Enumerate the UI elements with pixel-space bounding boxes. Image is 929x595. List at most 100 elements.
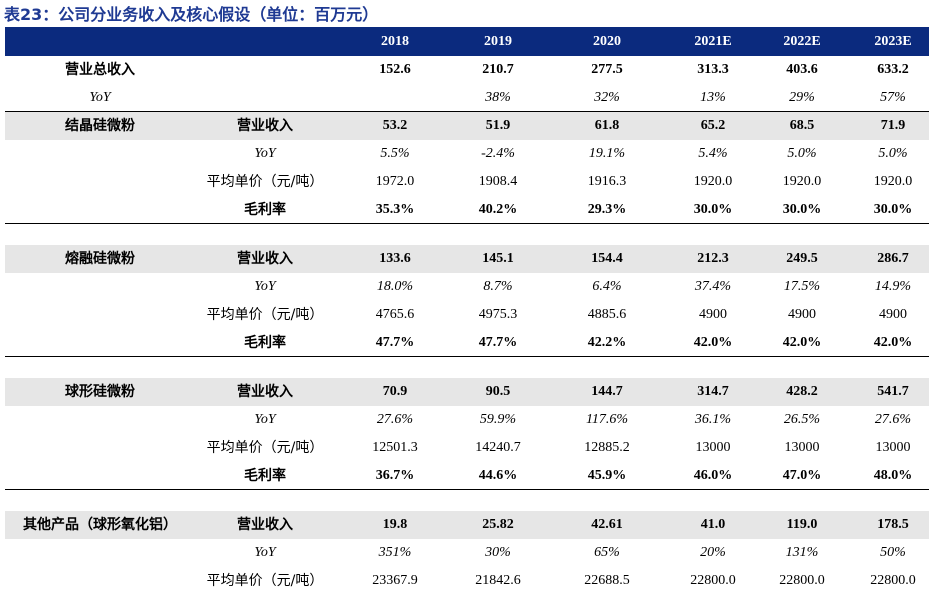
value-cell-2020: 1916.3 bbox=[587, 174, 627, 189]
value-cell-2021e: 65.2 bbox=[700, 118, 726, 133]
value-cell-2018: 47.7% bbox=[375, 335, 415, 350]
col-header-2019: 2019 bbox=[484, 34, 512, 49]
metric-label: YoY bbox=[254, 412, 276, 427]
value-cell-2021e: 30.0% bbox=[693, 202, 733, 217]
row-segment-3-2: 平均单价（元/吨） 23367.9 21842.6 22688.5 22800.0 228… bbox=[5, 567, 929, 595]
value-cell-2018: 23367.9 bbox=[372, 573, 418, 588]
metric-label: 毛利率 bbox=[244, 335, 286, 351]
value-cell-2021e: 42.0% bbox=[693, 335, 733, 350]
value-cell-2023e: 14.9% bbox=[874, 279, 912, 294]
value-cell-2018: 4765.6 bbox=[375, 307, 415, 322]
value-cell-2022e: 13000 bbox=[784, 440, 820, 455]
value-cell-2023e: 30.0% bbox=[873, 202, 913, 217]
value-cell-2018: 27.6% bbox=[376, 412, 414, 427]
value-cell-2022e: 22800.0 bbox=[779, 573, 825, 588]
value-cell-2021e: 212.3 bbox=[697, 251, 729, 266]
value-cell-2018: 133.6 bbox=[379, 251, 411, 266]
value-cell-2021e: 46.0% bbox=[693, 468, 733, 483]
value-cell-2019: 210.7 bbox=[482, 62, 514, 77]
value-cell-2023e: 50% bbox=[880, 545, 906, 560]
value-cell-2018: 53.2 bbox=[382, 118, 408, 133]
value-cell-2019: 90.5 bbox=[485, 384, 511, 399]
value-cell-2022e: 4900 bbox=[788, 307, 816, 322]
value-cell-2022e: 17.5% bbox=[783, 279, 821, 294]
row-segment-2-2: 平均单价（元/吨） 12501.3 14240.7 12885.2 13000 13000… bbox=[5, 434, 929, 462]
value-cell-2023e: 541.7 bbox=[877, 384, 909, 399]
value-cell-2023e: 71.9 bbox=[880, 118, 906, 133]
value-cell-2018: 12501.3 bbox=[372, 440, 418, 455]
segment-name: 结晶硅微粉 bbox=[65, 118, 135, 134]
metric-label: YoY bbox=[254, 146, 276, 161]
value-cell-2018: 351% bbox=[378, 545, 412, 560]
value-cell-2018: 18.0% bbox=[376, 279, 414, 294]
metric-label: 营业收入 bbox=[237, 517, 293, 533]
value-cell-2020: 154.4 bbox=[591, 251, 623, 266]
value-cell-2019: 4975.3 bbox=[478, 307, 518, 322]
value-cell-2023e: 633.2 bbox=[877, 62, 909, 77]
value-cell-2020: 6.4% bbox=[592, 279, 622, 294]
table-title: 表23：公司分业务收入及核心假设（单位：百万元） bbox=[4, 5, 379, 24]
value-cell-2022e: 428.2 bbox=[786, 384, 818, 399]
total-revenue-label: 营业总收入 bbox=[65, 62, 135, 78]
value-cell-2023e: 286.7 bbox=[877, 251, 909, 266]
value-cell-2022e: 26.5% bbox=[783, 412, 821, 427]
value-cell-2023e: 4900 bbox=[879, 307, 907, 322]
row-segment-2-0: 球形硅微粉 营业收入 70.9 90.5 144.7 314.7 428.2 541.7 bbox=[5, 378, 929, 406]
row-segment-1-0: 熔融硅微粉 营业收入 133.6 145.1 154.4 212.3 249.5 286.7 bbox=[5, 245, 929, 273]
metric-label: 营业收入 bbox=[237, 384, 293, 400]
row-segment-3-0: 其他产品（球形氧化铝） 营业收入 19.8 25.82 42.61 41.0 119.0 17… bbox=[5, 511, 929, 539]
value-cell-2022e: 119.0 bbox=[786, 517, 818, 532]
value-cell-2022e: 5.0% bbox=[787, 146, 817, 161]
value-cell-2019: 40.2% bbox=[478, 202, 518, 217]
value-cell-2018: 36.7% bbox=[375, 468, 415, 483]
metric-label: YoY bbox=[254, 545, 276, 560]
value-cell-2019: 51.9 bbox=[485, 118, 511, 133]
value-cell-2020: 144.7 bbox=[591, 384, 623, 399]
value-cell-2020: 117.6% bbox=[585, 412, 629, 427]
value-cell-2023e: 27.6% bbox=[874, 412, 912, 427]
value-cell-2021e: 1920.0 bbox=[693, 174, 733, 189]
value-cell-2020: 4885.6 bbox=[587, 307, 627, 322]
segment-name: 熔融硅微粉 bbox=[65, 251, 135, 267]
value-cell-2022e: 47.0% bbox=[782, 468, 822, 483]
value-cell-2021e: 36.1% bbox=[694, 412, 732, 427]
value-cell-2022e: 1920.0 bbox=[782, 174, 822, 189]
metric-label: 平均单价（元/吨） bbox=[206, 307, 324, 323]
metric-label: YoY bbox=[254, 279, 276, 294]
metric-label: 平均单价（元/吨） bbox=[206, 440, 324, 456]
value-cell-2020: 45.9% bbox=[587, 468, 627, 483]
value-cell-2020: 42.61 bbox=[591, 517, 623, 532]
value-cell-2021e: 313.3 bbox=[697, 62, 729, 77]
segment-name: 球形硅微粉 bbox=[65, 384, 135, 400]
value-cell-2018: 5.5% bbox=[380, 146, 410, 161]
col-header-2021e: 2021E bbox=[694, 34, 732, 49]
value-cell-2022e: 249.5 bbox=[786, 251, 818, 266]
row-segment-2-1: YoY 27.6% 59.9% 117.6% 36.1% 26.5% 27.6% bbox=[5, 406, 929, 434]
metric-label: 毛利率 bbox=[244, 468, 286, 484]
metric-label: 平均单价（元/吨） bbox=[206, 573, 324, 589]
metric-label: 平均单价（元/吨） bbox=[206, 174, 324, 190]
table-header: 2018 2019 2020 2021E 2022E 2023E bbox=[5, 27, 929, 56]
value-cell-2021e: 41.0 bbox=[700, 517, 726, 532]
value-cell-2019: 59.9% bbox=[479, 412, 517, 427]
value-cell-2021e: 4900 bbox=[699, 307, 727, 322]
value-cell-2022e: 403.6 bbox=[786, 62, 818, 77]
value-cell-2018: 70.9 bbox=[382, 384, 408, 399]
value-cell-2019: 8.7% bbox=[483, 279, 513, 294]
value-cell-2023e: 22800.0 bbox=[870, 573, 916, 588]
value-cell-2020: 32% bbox=[594, 90, 620, 105]
col-header-2020: 2020 bbox=[593, 34, 621, 49]
value-cell-2020: 61.8 bbox=[594, 118, 620, 133]
metric-label: 营业收入 bbox=[237, 118, 293, 134]
row-segment-1-2: 平均单价（元/吨） 4765.6 4975.3 4885.6 4900 4900 4900 bbox=[5, 301, 929, 329]
value-cell-2019: 44.6% bbox=[478, 468, 518, 483]
row-segment-2-3: 毛利率 36.7% 44.6% 45.9% 46.0% 47.0% 48.0% bbox=[5, 462, 929, 490]
value-cell-2021e: 314.7 bbox=[697, 384, 729, 399]
value-cell-2021e: 13000 bbox=[695, 440, 731, 455]
segment-name: 其他产品（球形氧化铝） bbox=[23, 517, 177, 533]
value-cell-2019: 21842.6 bbox=[475, 573, 521, 588]
value-cell-2023e: 57% bbox=[880, 90, 906, 105]
value-cell-2019: 30% bbox=[485, 545, 511, 560]
row-segment-0-3: 毛利率 35.3% 40.2% 29.3% 30.0% 30.0% 30.0% bbox=[5, 196, 929, 224]
metric-label: 毛利率 bbox=[244, 202, 286, 218]
